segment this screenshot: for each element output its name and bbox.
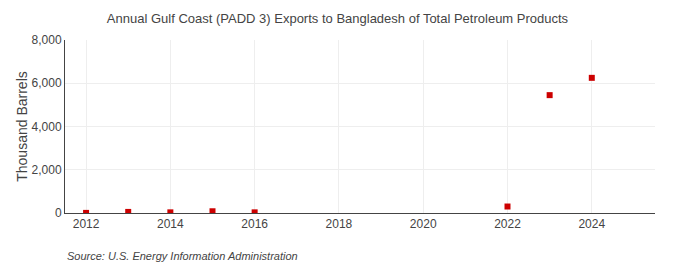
svg-text:6,000: 6,000 xyxy=(32,76,62,90)
svg-text:Annual Gulf Coast (PADD 3) Exp: Annual Gulf Coast (PADD 3) Exports to Ba… xyxy=(107,11,569,26)
svg-text:2020: 2020 xyxy=(410,217,437,231)
svg-text:8,000: 8,000 xyxy=(32,33,62,47)
svg-text:2014: 2014 xyxy=(157,217,184,231)
svg-text:2016: 2016 xyxy=(241,217,268,231)
svg-text:4,000: 4,000 xyxy=(32,120,62,134)
svg-text:Thousand Barrels: Thousand Barrels xyxy=(14,71,30,182)
svg-text:0: 0 xyxy=(55,206,62,220)
svg-text:2,000: 2,000 xyxy=(32,163,62,177)
svg-text:2018: 2018 xyxy=(326,217,353,231)
svg-text:2012: 2012 xyxy=(73,217,100,231)
svg-text:2024: 2024 xyxy=(578,217,605,231)
svg-text:Source: U.S. Energy Informatio: Source: U.S. Energy Information Administ… xyxy=(67,250,298,262)
svg-text:2022: 2022 xyxy=(494,217,521,231)
